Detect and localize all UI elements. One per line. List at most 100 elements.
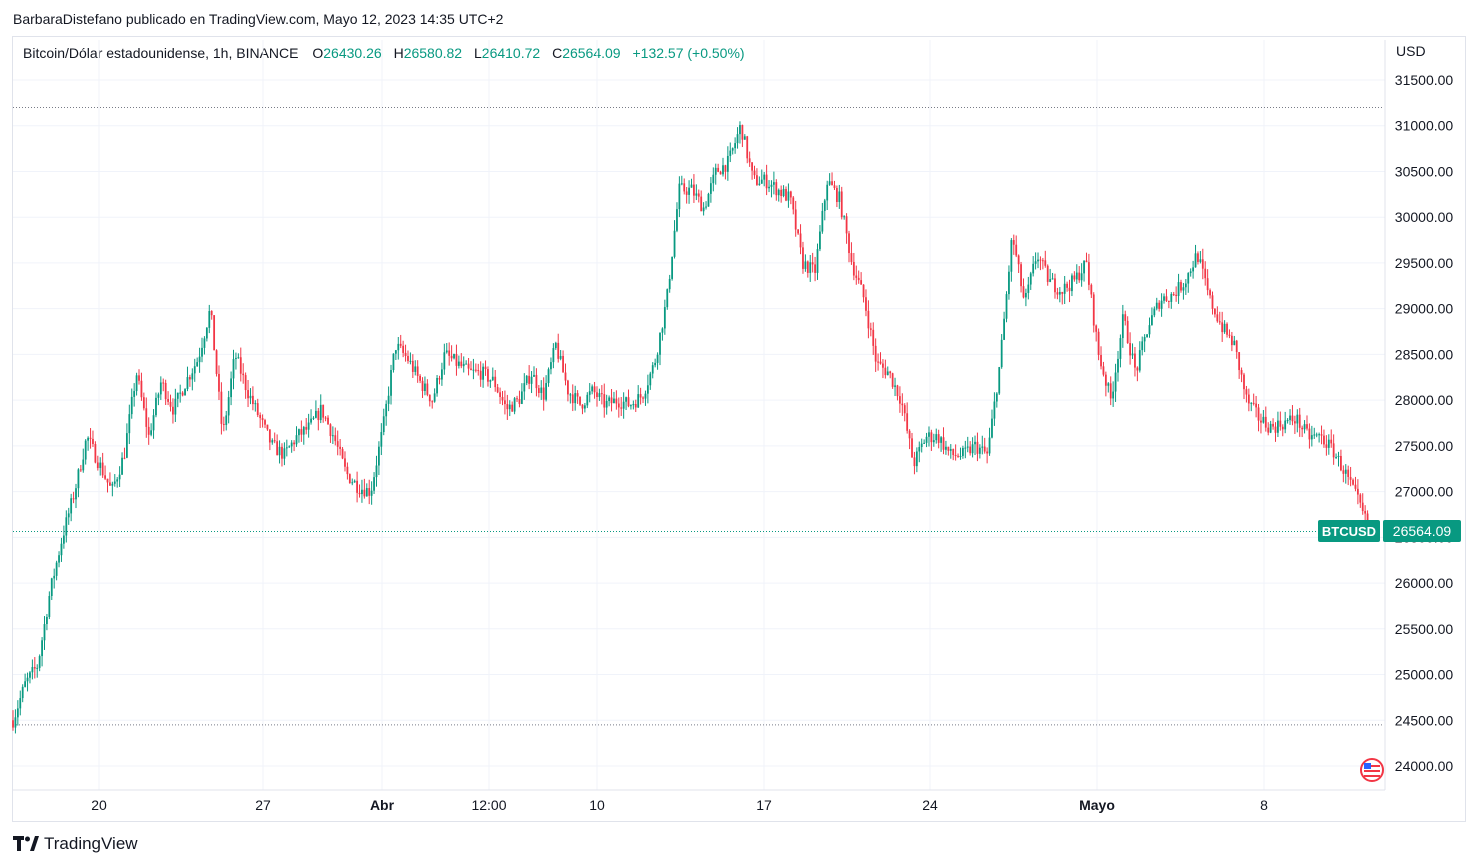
candle-body xyxy=(344,458,346,467)
candle-body xyxy=(1291,415,1294,422)
candle-body xyxy=(147,426,150,435)
candle-body xyxy=(1209,290,1211,296)
candle-body xyxy=(121,457,123,475)
candle-body xyxy=(751,162,753,171)
candle-body xyxy=(1129,343,1132,356)
candle-body xyxy=(438,378,441,380)
time-tick-label: 10 xyxy=(589,797,605,813)
candle-body xyxy=(472,369,475,371)
candle-body xyxy=(331,435,334,437)
candle-body xyxy=(763,174,766,180)
candle-body xyxy=(361,489,363,495)
candle-body xyxy=(26,677,29,682)
candle-body xyxy=(785,189,787,201)
candle-body xyxy=(964,447,967,449)
candle-body xyxy=(891,373,894,387)
candle-body xyxy=(293,442,295,445)
candle-body xyxy=(118,474,121,480)
candle-body xyxy=(1257,407,1260,421)
candle-body xyxy=(756,175,758,185)
candle-body xyxy=(89,437,92,439)
price-axis[interactable]: 24000.00 24500.00 25000.00 25500.00 26000.00… xyxy=(1384,40,1454,790)
candle-body xyxy=(1201,259,1204,269)
candle-body xyxy=(1046,265,1049,282)
candle-body xyxy=(38,656,41,668)
candle-body xyxy=(489,380,492,382)
candle-body xyxy=(884,367,887,376)
candle-body xyxy=(1308,428,1311,440)
candle-body xyxy=(613,398,615,404)
candle-body xyxy=(632,404,635,406)
currency-label[interactable]: USD xyxy=(1396,43,1426,59)
candle-body xyxy=(930,432,933,443)
candle-body xyxy=(317,410,320,421)
candle-body xyxy=(966,446,969,448)
candle-body xyxy=(993,401,996,419)
candle-body xyxy=(162,382,165,384)
candle-body xyxy=(378,446,380,466)
candle-body xyxy=(266,424,269,430)
candle-body xyxy=(1340,455,1342,471)
candle-body xyxy=(811,262,814,265)
candle-body xyxy=(894,385,896,387)
candle-body xyxy=(1068,287,1071,292)
candle-body xyxy=(869,328,872,330)
candle-body xyxy=(593,386,596,393)
candle-body xyxy=(443,352,446,370)
candle-body xyxy=(1167,300,1170,302)
candle-body xyxy=(198,356,201,363)
symbol-title[interactable]: Bitcoin/Dólar estadounidense, 1h, BINANC… xyxy=(23,45,299,61)
candle-body xyxy=(637,394,640,408)
candle-body xyxy=(465,363,468,365)
candle-body xyxy=(218,373,220,392)
price-tick-label: 25000.00 xyxy=(1395,667,1454,683)
candle-body xyxy=(889,371,892,374)
candle-body xyxy=(474,369,477,371)
candle-body xyxy=(84,440,87,460)
candle-body xyxy=(329,424,332,437)
candle-body xyxy=(828,181,831,185)
candle-body xyxy=(1134,353,1136,368)
candle-body xyxy=(385,403,388,417)
candle-body xyxy=(957,455,959,457)
candle-body xyxy=(285,447,288,449)
tradingview-brand[interactable]: TradingView xyxy=(13,834,138,854)
candle-body xyxy=(1170,294,1173,302)
candle-body xyxy=(1034,261,1037,264)
candle-body xyxy=(731,148,734,151)
candle-body xyxy=(1214,308,1216,315)
candle-body xyxy=(14,717,17,728)
candle-body xyxy=(1192,267,1195,272)
candle-body xyxy=(491,376,494,381)
candle-body xyxy=(1063,283,1066,294)
time-axis[interactable]: 20 27 Abr 12:00 10 17 24 Mayo 8 xyxy=(13,789,1385,813)
candle-body xyxy=(96,462,99,469)
candle-body xyxy=(445,350,448,353)
candle-body xyxy=(1005,294,1008,319)
candle-body xyxy=(322,404,325,418)
candle-body xyxy=(150,430,153,435)
candle-body xyxy=(79,469,82,471)
candle-body xyxy=(1315,434,1318,436)
candle-body xyxy=(620,407,623,409)
candle-body xyxy=(1049,279,1052,282)
candle-body xyxy=(1029,273,1032,285)
candle-body xyxy=(188,377,191,380)
candle-body xyxy=(433,393,436,402)
candle-body xyxy=(169,401,172,407)
candle-body xyxy=(172,406,174,415)
candle-body xyxy=(765,174,768,189)
candle-body xyxy=(1310,435,1313,440)
us-flag-icon[interactable] xyxy=(1360,758,1384,782)
candle-body xyxy=(111,483,114,486)
candle-body xyxy=(729,150,732,156)
candle-body xyxy=(760,179,763,184)
candle-body xyxy=(479,370,482,380)
candle-body xyxy=(1352,479,1354,485)
candle-body xyxy=(1272,423,1274,427)
candle-body xyxy=(1083,260,1085,274)
open-value: 26430.26 xyxy=(323,45,382,61)
candle-body xyxy=(1347,469,1350,477)
candle-body xyxy=(579,396,581,405)
